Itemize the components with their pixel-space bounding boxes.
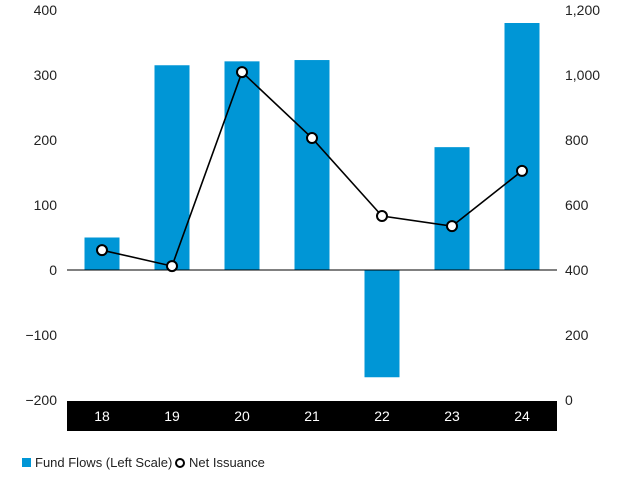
bar-20 xyxy=(224,61,260,270)
left-tick-label: 0 xyxy=(49,262,57,278)
point-24 xyxy=(516,164,528,177)
right-tick-label: 1,000 xyxy=(565,67,600,83)
left-tick-label: 300 xyxy=(34,67,58,83)
left-tick-label: 400 xyxy=(34,2,58,18)
category-label: 23 xyxy=(444,408,460,424)
point-21 xyxy=(306,132,318,145)
point-18 xyxy=(96,244,108,257)
legend: Fund Flows (Left Scale) Net Issuance xyxy=(22,455,265,470)
bar-23 xyxy=(434,147,470,270)
left-tick-label: 200 xyxy=(34,132,58,148)
point-22 xyxy=(376,210,388,223)
point-23 xyxy=(446,220,458,233)
bar-19 xyxy=(154,65,190,270)
legend-bar-swatch xyxy=(22,458,31,467)
category-label: 24 xyxy=(514,408,530,424)
point-20 xyxy=(236,66,248,79)
legend-line-marker xyxy=(175,458,185,468)
category-band xyxy=(67,401,557,431)
left-tick-label: −200 xyxy=(25,392,57,408)
point-19 xyxy=(166,260,178,273)
right-tick-label: 0 xyxy=(565,392,573,408)
right-axis: 1,200 1,000 800 600 400 200 0 xyxy=(565,2,600,408)
right-tick-label: 800 xyxy=(565,132,589,148)
legend-label-net-issuance: Net Issuance xyxy=(189,455,265,470)
right-tick-label: 200 xyxy=(565,327,589,343)
legend-label-fund-flows: Fund Flows (Left Scale) xyxy=(35,455,172,470)
bar-22 xyxy=(364,270,400,378)
x-axis: 18 19 20 21 22 23 24 xyxy=(94,408,530,424)
bar-series xyxy=(84,23,540,378)
category-label: 22 xyxy=(374,408,390,424)
category-label: 19 xyxy=(164,408,180,424)
category-label: 20 xyxy=(234,408,250,424)
category-label: 21 xyxy=(304,408,320,424)
right-tick-label: 600 xyxy=(565,197,589,213)
left-tick-label: 100 xyxy=(34,197,58,213)
bar-21 xyxy=(294,60,330,270)
left-axis: 400 300 200 100 0 −100 −200 xyxy=(25,2,57,408)
right-tick-label: 400 xyxy=(565,262,589,278)
line-series xyxy=(96,66,528,273)
bar-24 xyxy=(504,23,540,270)
right-tick-label: 1,200 xyxy=(565,2,600,18)
category-label: 18 xyxy=(94,408,110,424)
left-tick-label: −100 xyxy=(25,327,57,343)
